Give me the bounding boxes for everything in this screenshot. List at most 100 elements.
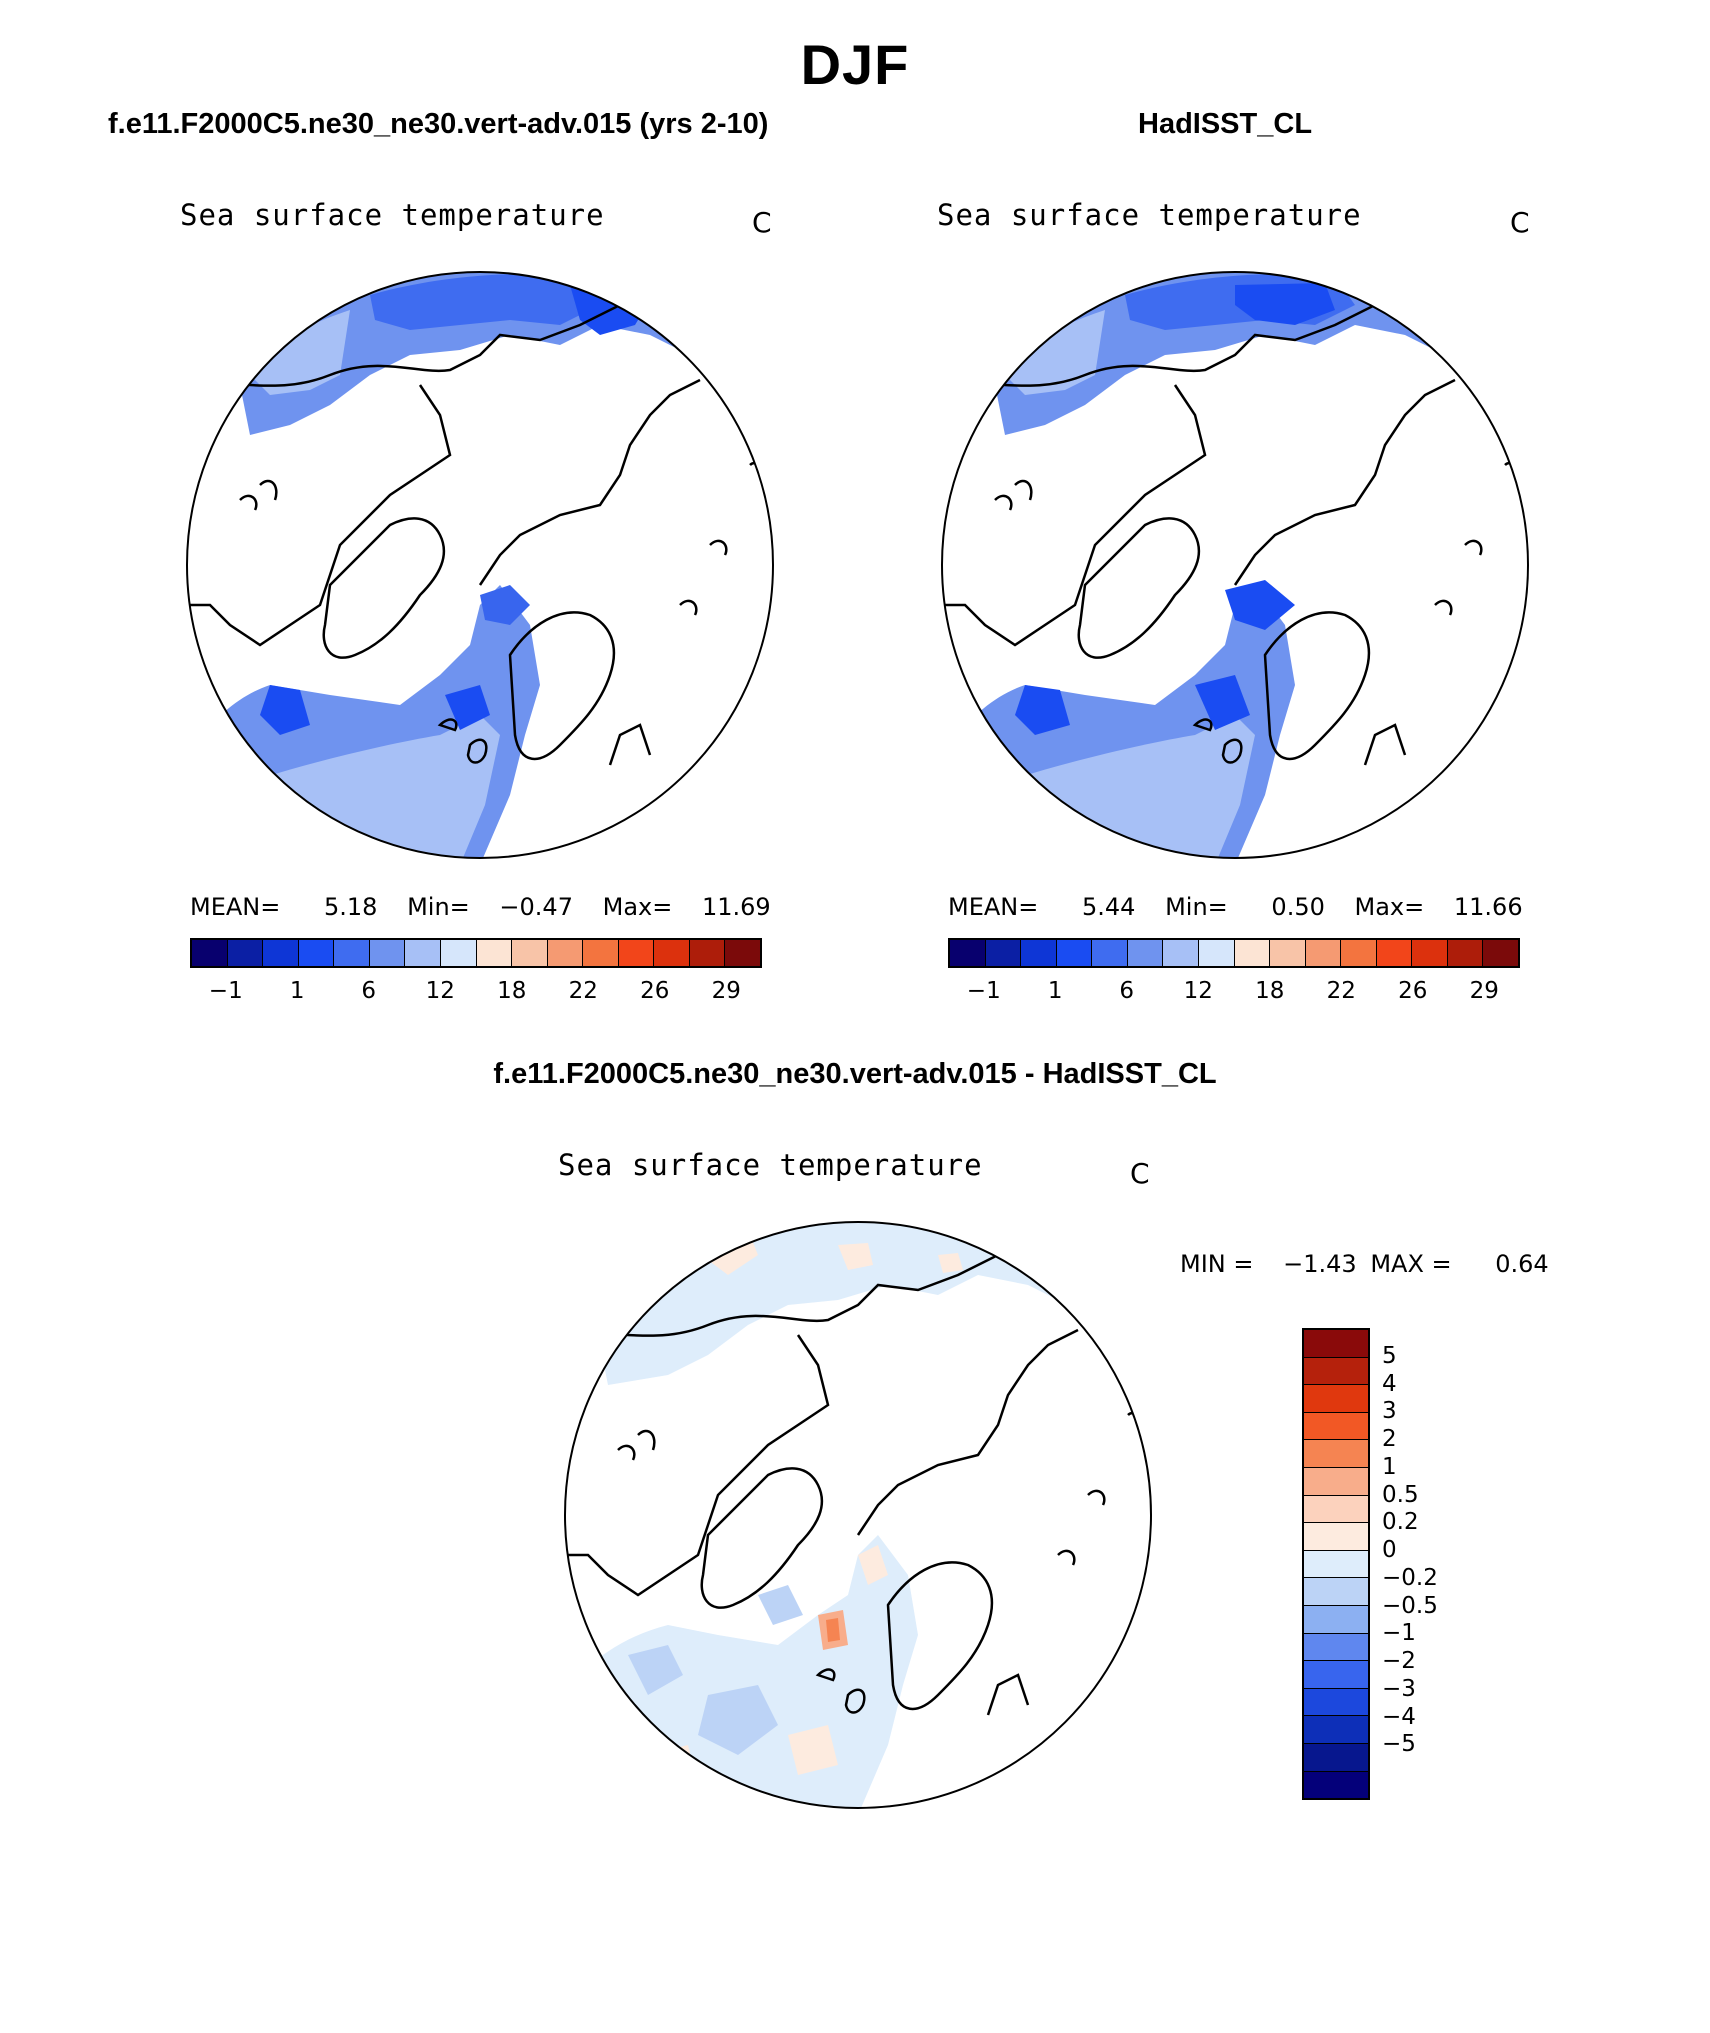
colorbar-swatch [725, 940, 760, 966]
colorbar-swatch [1304, 1495, 1368, 1524]
colorbar-swatch [1304, 1385, 1368, 1413]
panel-1-variable-title: Sea surface temperature [180, 198, 605, 232]
panel-3-colorbar-ticks: 5 4 3 2 1 0.5 0.2 0 −0.2 −0.5 −1 −2 −3 −4 −5 [1382, 1328, 1502, 1800]
colorbar-swatch [1304, 1523, 1368, 1551]
panel-1-colorbar-ticks: −1 1 6 12 18 22 26 29 [190, 978, 762, 1008]
colorbar-swatch [1447, 940, 1484, 966]
colorbar-tick-label: −5 [1382, 1731, 1416, 1758]
colorbar-tick-label: 26 [640, 978, 670, 1004]
page-title: DJF [800, 33, 910, 96]
colorbar-swatch [1304, 1467, 1368, 1496]
colorbar-tick-label: −1 [208, 978, 243, 1004]
colorbar-tick-label: 22 [568, 978, 598, 1004]
max-label: MAX = [1370, 1250, 1452, 1278]
colorbar-tick-label: 29 [1469, 978, 1499, 1004]
colorbar-tick-label: 18 [497, 978, 527, 1004]
colorbar-swatch [1305, 940, 1342, 966]
colorbar-tick-label: −1 [1382, 1620, 1416, 1647]
sst-difference-field [568, 1222, 1098, 1808]
colorbar-tick-label: −0.2 [1382, 1564, 1438, 1591]
colorbar-tick-label: 22 [1326, 978, 1356, 1004]
colorbar-swatch [1198, 940, 1235, 966]
panel-1-case-title: f.e11.F2000C5.ne30_ne30.vert-adv.015 (yr… [108, 108, 769, 140]
colorbar-swatch [1304, 1440, 1368, 1468]
colorbar-swatch [1304, 1743, 1368, 1772]
colorbar-tick-label: 0 [1382, 1537, 1397, 1564]
min-label: Min= [407, 893, 470, 921]
colorbar-tick-label: 12 [1183, 978, 1213, 1004]
colorbar-swatch [654, 940, 690, 966]
max-label: Max= [602, 893, 673, 921]
colorbar-swatch [263, 940, 299, 966]
colorbar-swatch [1483, 940, 1518, 966]
mean-label: MEAN= [948, 893, 1039, 921]
colorbar-swatch [1304, 1578, 1368, 1606]
colorbar-swatch [369, 940, 406, 966]
panel-2-polar-map [941, 271, 1529, 859]
colorbar-swatch [1376, 940, 1413, 966]
colorbar-swatch [298, 940, 335, 966]
colorbar-swatch [405, 940, 441, 966]
colorbar-swatch [440, 940, 477, 966]
colorbar-swatch [476, 940, 513, 966]
colorbar-swatch [227, 940, 264, 966]
colorbar-swatch [1412, 940, 1448, 966]
colorbar-swatch [1341, 940, 1377, 966]
colorbar-tick-label: −1 [966, 978, 1001, 1004]
colorbar-tick-label: 0.2 [1382, 1509, 1419, 1536]
panel-3-variable-title: Sea surface temperature [558, 1148, 983, 1182]
colorbar-swatch [1163, 940, 1199, 966]
max-value: 0.64 [1495, 1250, 1549, 1278]
panel-1-units: C [752, 206, 772, 239]
panel-2-colorbar [948, 938, 1520, 968]
colorbar-tick-label: 0.5 [1382, 1481, 1419, 1508]
colorbar-swatch [1304, 1661, 1368, 1689]
colorbar-swatch [334, 940, 370, 966]
colorbar-tick-label: 2 [1382, 1426, 1397, 1453]
colorbar-swatch [1056, 940, 1093, 966]
colorbar-tick-label: −0.5 [1382, 1592, 1438, 1619]
colorbar-swatch [1270, 940, 1306, 966]
colorbar-swatch [512, 940, 548, 966]
colorbar-swatch [1234, 940, 1271, 966]
panel-1-polar-map [186, 271, 774, 859]
colorbar-swatch [1092, 940, 1128, 966]
min-value: −0.47 [499, 893, 573, 921]
colorbar-swatch [618, 940, 655, 966]
panel-1-stats: MEAN= 5.18 Min= −0.47 Max= 11.69 [190, 893, 771, 921]
mean-label: MEAN= [190, 893, 281, 921]
panel-3-case-title: f.e11.F2000C5.ne30_ne30.vert-adv.015 - H… [493, 1058, 1217, 1090]
colorbar-tick-label: 5 [1382, 1342, 1397, 1369]
mean-value: 5.44 [1082, 893, 1136, 921]
colorbar-tick-label: 29 [711, 978, 741, 1004]
colorbar-tick-label: 1 [289, 978, 305, 1004]
colorbar-swatch [1304, 1550, 1368, 1579]
colorbar-swatch [689, 940, 726, 966]
panel-3-units: C [1130, 1157, 1150, 1190]
colorbar-swatch [1127, 940, 1164, 966]
colorbar-swatch [985, 940, 1022, 966]
panel-2-case-title: HadISST_CL [1138, 108, 1313, 140]
colorbar-tick-label: 26 [1398, 978, 1428, 1004]
colorbar-tick-label: 6 [1119, 978, 1135, 1004]
panel-2-variable-title: Sea surface temperature [937, 198, 1362, 232]
colorbar-tick-label: 1 [1382, 1453, 1397, 1480]
panel-3-stats: MIN = −1.43 MAX = 0.64 [1180, 1250, 1549, 1278]
colorbar-swatch [583, 940, 619, 966]
sst-field [187, 272, 720, 858]
colorbar-swatch [1304, 1688, 1368, 1717]
min-value: −1.43 [1283, 1250, 1357, 1278]
sst-field [942, 272, 1475, 858]
colorbar-tick-label: 1 [1047, 978, 1063, 1004]
colorbar-tick-label: −2 [1382, 1648, 1416, 1675]
colorbar-tick-label: 12 [425, 978, 455, 1004]
min-value: 0.50 [1271, 893, 1325, 921]
colorbar-tick-label: 6 [361, 978, 377, 1004]
max-label: Max= [1354, 893, 1425, 921]
colorbar-swatch [1304, 1771, 1368, 1799]
colorbar-tick-label: −3 [1382, 1675, 1416, 1702]
colorbar-swatch [1304, 1357, 1368, 1386]
panel-1-colorbar [190, 938, 762, 968]
colorbar-swatch [1304, 1633, 1368, 1662]
colorbar-tick-label: −4 [1382, 1703, 1416, 1730]
